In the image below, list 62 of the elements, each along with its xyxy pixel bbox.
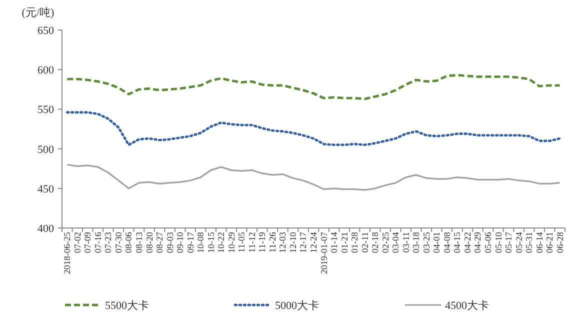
y-tick-label: 550: [38, 104, 54, 116]
x-tick-label: 11-05: [236, 232, 247, 253]
x-tick-label: 04-15: [452, 232, 462, 253]
x-tick-label: 09-10: [175, 232, 186, 253]
legend-label: 5500大卡: [105, 299, 149, 312]
x-tick-label: 05-06: [483, 232, 494, 253]
x-tick-label: 10-15: [206, 232, 216, 253]
x-tick-label: 08-27: [154, 232, 165, 253]
x-tick-label: 03-11: [400, 232, 411, 253]
x-tick-label: 03-04: [390, 232, 401, 253]
y-tick-label: 400: [38, 223, 54, 235]
line-series: [66, 164, 561, 191]
x-tick-label: 04-29: [472, 232, 483, 253]
y-tick-label: 600: [38, 64, 54, 77]
x-tick-label: 08-13: [134, 232, 144, 253]
x-tick-label: 02-11: [360, 232, 370, 253]
x-tick-label: 08-06: [124, 232, 134, 253]
x-tick-label: 06-14: [534, 232, 544, 253]
x-tick-label: 12-03: [278, 232, 288, 253]
x-tick-label: 08-20: [144, 232, 154, 253]
x-tick-label: 05-24: [514, 232, 524, 253]
x-tick-label: 10-29: [226, 232, 236, 253]
x-tick-label: 03-25: [421, 232, 432, 253]
x-tick-label: 06-28: [554, 232, 565, 253]
x-tick-label: 2019-01-07: [318, 232, 329, 274]
x-tick-label: 07-02: [72, 232, 82, 253]
line-series: [66, 74, 562, 100]
x-tick-label: 05-10: [493, 232, 504, 253]
x-tick-label: 01-14: [329, 232, 340, 253]
x-tick-label: 2018-06-25: [62, 232, 72, 274]
x-tick-label: 12-10: [288, 232, 298, 253]
y-tick-label: 650: [38, 25, 54, 37]
legend-label: 5000大卡: [275, 299, 319, 312]
x-tick-label: 02-25: [380, 232, 390, 253]
x-tick-label: 04-08: [442, 232, 452, 253]
x-tick-label: 07-09: [82, 232, 93, 253]
x-tick-label: 01-28: [350, 232, 360, 253]
x-tick-label: 12-17: [298, 232, 308, 253]
x-tick-label: 04-22: [462, 232, 472, 253]
legend-label: 4500大卡: [445, 299, 489, 312]
x-tick-label: 09-03: [164, 232, 175, 253]
x-tick-label: 05-31: [524, 232, 534, 253]
x-tick-label: 03-18: [411, 232, 422, 253]
x-tick-label: 01-21: [339, 232, 350, 253]
x-tick-label: 12-24: [308, 232, 318, 253]
x-tick-label: 11-12: [246, 232, 257, 253]
x-tick-label: 07-30: [113, 232, 124, 253]
x-tick-label: 07-23: [103, 232, 114, 253]
x-tick-label: 05-17: [504, 232, 514, 253]
x-tick-label: 02-18: [370, 232, 380, 253]
x-tick-label: 11-26: [267, 232, 278, 253]
x-tick-label: 11-19: [257, 232, 268, 253]
y-axis-title: (元/吨): [22, 6, 55, 19]
line-series: [66, 111, 562, 146]
y-tick-label: 450: [38, 183, 54, 196]
x-tick-label: 09-17: [185, 232, 196, 253]
x-tick-label: 06-21: [544, 232, 555, 253]
x-tick-label: 10-08: [196, 232, 206, 253]
x-tick-label: 04-01: [432, 232, 442, 253]
x-tick-label: 07-16: [92, 232, 103, 253]
y-tick-label: 500: [38, 144, 54, 156]
x-tick-label: 10-22: [216, 232, 226, 253]
